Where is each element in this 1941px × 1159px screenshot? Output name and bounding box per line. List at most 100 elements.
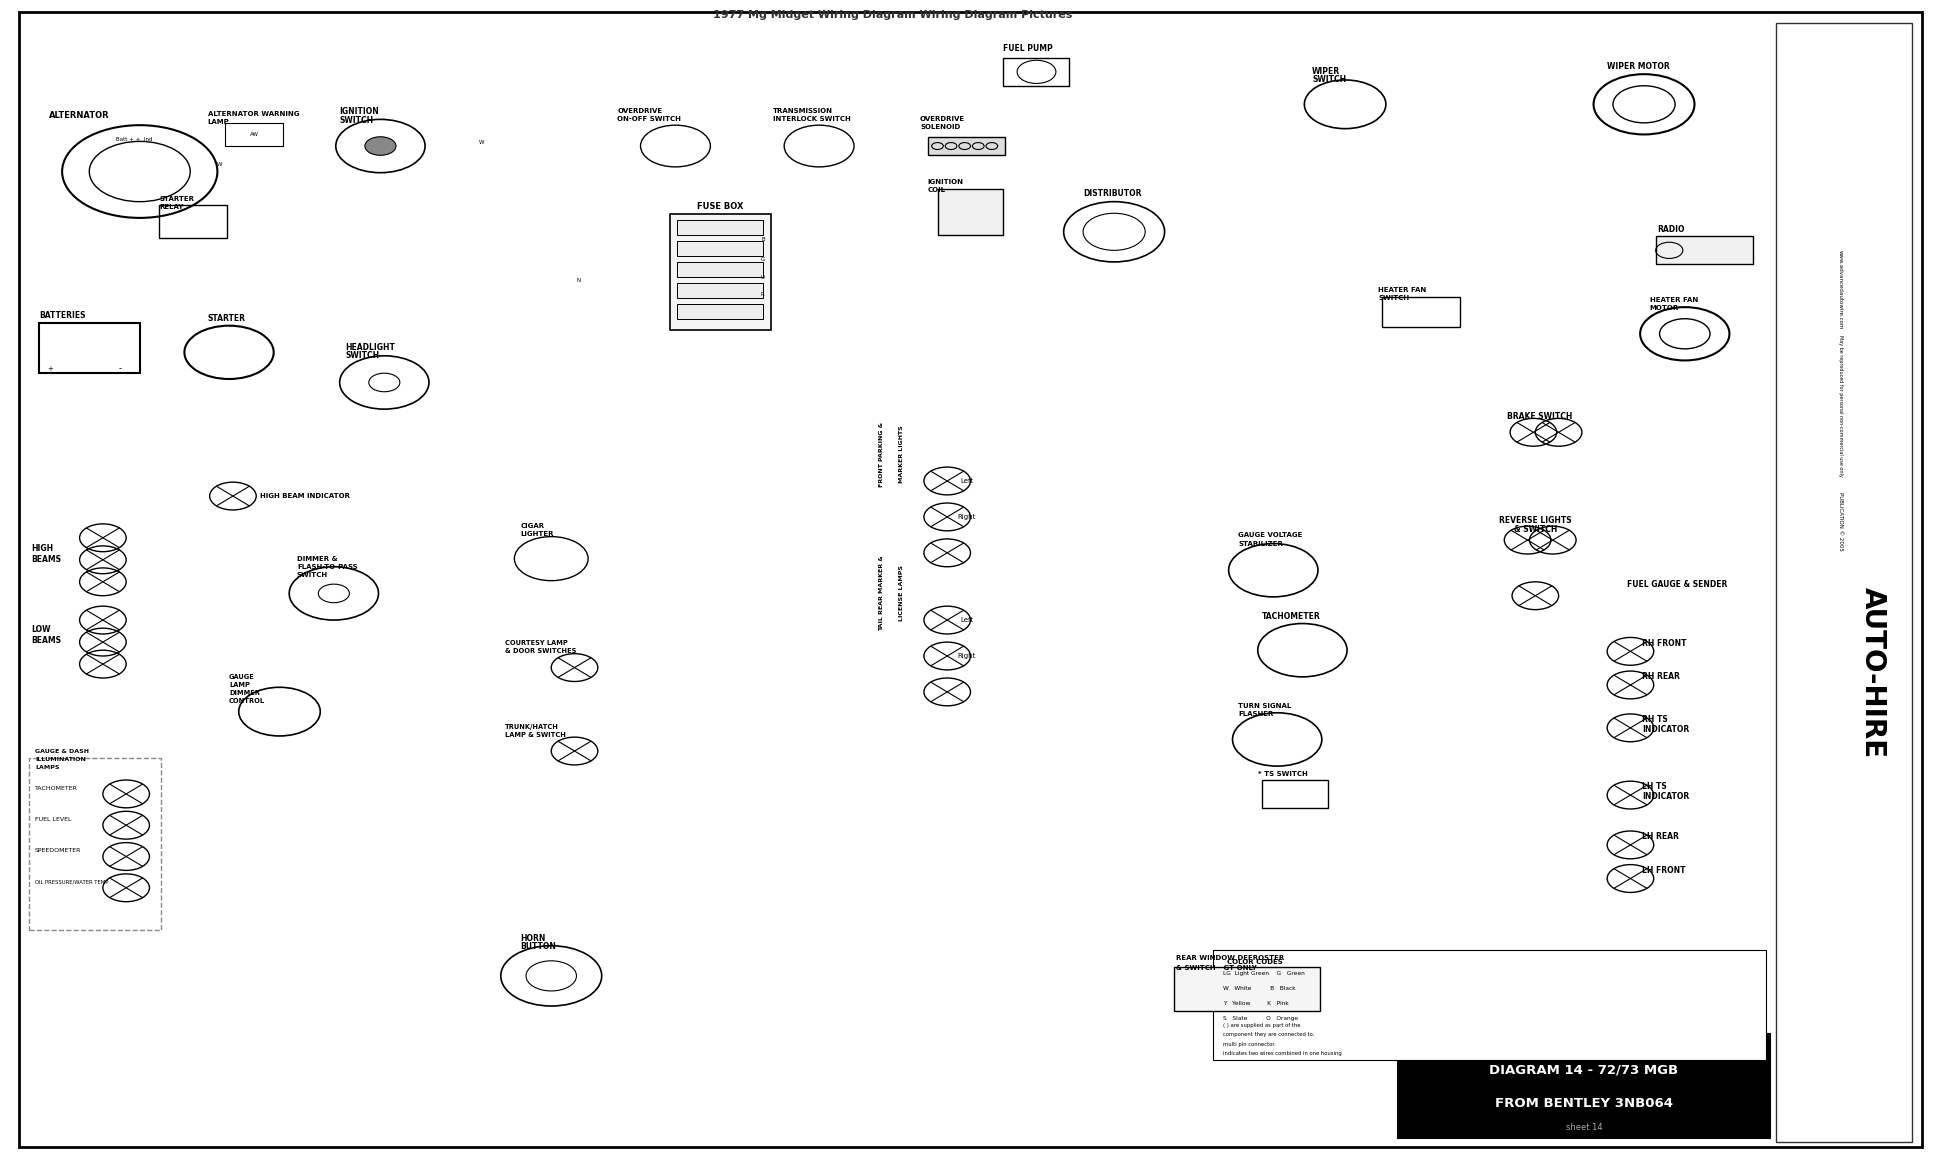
Text: TRUNK/HATCH: TRUNK/HATCH <box>505 723 559 730</box>
Text: Right: Right <box>957 513 976 520</box>
Text: www.advancedautowire.com: www.advancedautowire.com <box>1838 250 1842 329</box>
Text: indicates two wires combined in one housing: indicates two wires combined in one hous… <box>1223 1051 1341 1056</box>
Text: COLOR CODES: COLOR CODES <box>1227 958 1283 965</box>
Text: MOTOR: MOTOR <box>1650 305 1679 312</box>
Bar <box>159 205 227 238</box>
Text: SWITCH: SWITCH <box>1312 75 1347 85</box>
Text: SPEEDOMETER: SPEEDOMETER <box>35 848 82 853</box>
Text: SWITCH: SWITCH <box>297 571 328 578</box>
Bar <box>1174 967 1320 1011</box>
Text: BRAKE SWITCH: BRAKE SWITCH <box>1506 411 1572 421</box>
Text: Left: Left <box>961 617 972 624</box>
Bar <box>39 323 140 373</box>
Text: ILLUMINATION: ILLUMINATION <box>35 757 85 761</box>
Text: -: - <box>118 364 122 373</box>
Text: N: N <box>576 278 580 283</box>
Text: LOW
BEAMS: LOW BEAMS <box>31 626 60 644</box>
Text: TRANSMISSION: TRANSMISSION <box>773 108 833 115</box>
Text: U: U <box>761 275 765 279</box>
Text: TACHOMETER: TACHOMETER <box>35 786 78 790</box>
Text: LAMPS: LAMPS <box>35 765 60 770</box>
Text: FROM BENTLEY 3NB064: FROM BENTLEY 3NB064 <box>1495 1096 1673 1110</box>
Text: OVERDRIVE: OVERDRIVE <box>617 108 662 115</box>
Text: & SWITCH - GT ONLY: & SWITCH - GT ONLY <box>1176 964 1258 971</box>
Text: STABILIZER: STABILIZER <box>1238 540 1283 547</box>
Text: W: W <box>217 162 221 167</box>
Bar <box>1213 950 1766 1060</box>
Text: INDICATOR: INDICATOR <box>1642 724 1689 734</box>
Text: BUTTON: BUTTON <box>520 942 555 952</box>
Text: LAMP: LAMP <box>208 118 229 125</box>
Text: FUEL LEVEL: FUEL LEVEL <box>35 817 72 822</box>
Text: SWITCH: SWITCH <box>345 351 380 360</box>
Text: CIGAR: CIGAR <box>520 523 543 530</box>
Text: BATTERIES: BATTERIES <box>39 311 85 320</box>
Text: +: + <box>47 365 54 372</box>
Text: Batt + +  Ind: Batt + + Ind <box>116 137 153 141</box>
Text: GAUGE & DASH: GAUGE & DASH <box>35 749 89 753</box>
Text: FUEL PUMP: FUEL PUMP <box>1003 44 1054 53</box>
Bar <box>677 304 763 319</box>
Text: FUSE BOX: FUSE BOX <box>697 202 743 211</box>
Bar <box>1262 780 1328 808</box>
Text: COURTESY LAMP: COURTESY LAMP <box>505 640 567 647</box>
Text: LH TS: LH TS <box>1642 782 1667 792</box>
Text: IGNITION: IGNITION <box>928 178 965 185</box>
Bar <box>1656 236 1753 264</box>
Text: * TS SWITCH: * TS SWITCH <box>1258 771 1308 778</box>
Text: RADIO: RADIO <box>1658 225 1685 234</box>
Text: REVERSE LIGHTS: REVERSE LIGHTS <box>1498 516 1572 525</box>
Text: HEADLIGHT: HEADLIGHT <box>345 343 396 352</box>
Text: LIGHTER: LIGHTER <box>520 531 553 538</box>
Text: OIL PRESSURE/WATER TEMP: OIL PRESSURE/WATER TEMP <box>35 880 109 884</box>
Text: TAIL REAR MARKER &: TAIL REAR MARKER & <box>879 555 885 632</box>
Bar <box>677 262 763 277</box>
Text: TACHOMETER: TACHOMETER <box>1262 612 1320 621</box>
Text: multi pin connector.: multi pin connector. <box>1223 1042 1275 1047</box>
Text: LICENSE LAMPS: LICENSE LAMPS <box>899 566 905 621</box>
Bar <box>29 758 161 930</box>
Text: LAMP & SWITCH: LAMP & SWITCH <box>505 731 565 738</box>
Text: GAUGE VOLTAGE: GAUGE VOLTAGE <box>1238 532 1302 539</box>
Text: PUBLICATION © 2005: PUBLICATION © 2005 <box>1838 493 1842 551</box>
Text: R: R <box>761 292 765 297</box>
Text: WIPER MOTOR: WIPER MOTOR <box>1607 61 1669 71</box>
Text: ON-OFF SWITCH: ON-OFF SWITCH <box>617 116 681 123</box>
Bar <box>1003 58 1069 86</box>
Text: LG  Light Green    G   Green: LG Light Green G Green <box>1223 971 1304 976</box>
Text: FUEL GAUGE & SENDER: FUEL GAUGE & SENDER <box>1627 580 1727 589</box>
Text: sheet 14: sheet 14 <box>1566 1123 1601 1132</box>
Text: HIGH
BEAMS: HIGH BEAMS <box>31 545 60 563</box>
Text: S   Slate          O   Orange: S Slate O Orange <box>1223 1016 1299 1021</box>
Text: CONTROL: CONTROL <box>229 698 266 705</box>
Text: STARTER: STARTER <box>159 196 194 203</box>
Bar <box>1382 297 1460 327</box>
Text: AUTO-HIRE: AUTO-HIRE <box>1859 586 1887 758</box>
Text: WIPER: WIPER <box>1312 67 1339 76</box>
Bar <box>677 241 763 256</box>
Text: IGNITION: IGNITION <box>340 107 378 116</box>
Text: ALTERNATOR: ALTERNATOR <box>49 111 109 121</box>
Text: REAR WINDOW DEFROSTER: REAR WINDOW DEFROSTER <box>1176 955 1285 962</box>
Text: G: G <box>761 257 765 262</box>
Text: LH FRONT: LH FRONT <box>1642 866 1685 875</box>
Text: RH REAR: RH REAR <box>1642 672 1681 681</box>
Text: AW: AW <box>250 132 258 137</box>
Text: FLASH-TO-PASS: FLASH-TO-PASS <box>297 563 357 570</box>
Text: B: B <box>761 238 765 242</box>
Text: INDICATOR: INDICATOR <box>1642 792 1689 801</box>
Text: STARTER: STARTER <box>208 314 247 323</box>
Text: Y   Yellow         K   Pink: Y Yellow K Pink <box>1223 1001 1289 1006</box>
Text: RH TS: RH TS <box>1642 715 1667 724</box>
Text: HEATER FAN: HEATER FAN <box>1650 297 1698 304</box>
Text: & DOOR SWITCHES: & DOOR SWITCHES <box>505 648 576 655</box>
Bar <box>1776 23 1912 1142</box>
Text: FLASHER: FLASHER <box>1238 710 1273 717</box>
Text: component they are connected to.: component they are connected to. <box>1223 1033 1314 1037</box>
Text: May be reproduced for personal non-commercial use only: May be reproduced for personal non-comme… <box>1838 335 1842 476</box>
Text: ALTERNATOR WARNING: ALTERNATOR WARNING <box>208 110 299 117</box>
Bar <box>677 283 763 298</box>
Text: W: W <box>479 140 483 145</box>
Text: & SWITCH: & SWITCH <box>1514 525 1557 534</box>
Text: RH FRONT: RH FRONT <box>1642 639 1687 648</box>
